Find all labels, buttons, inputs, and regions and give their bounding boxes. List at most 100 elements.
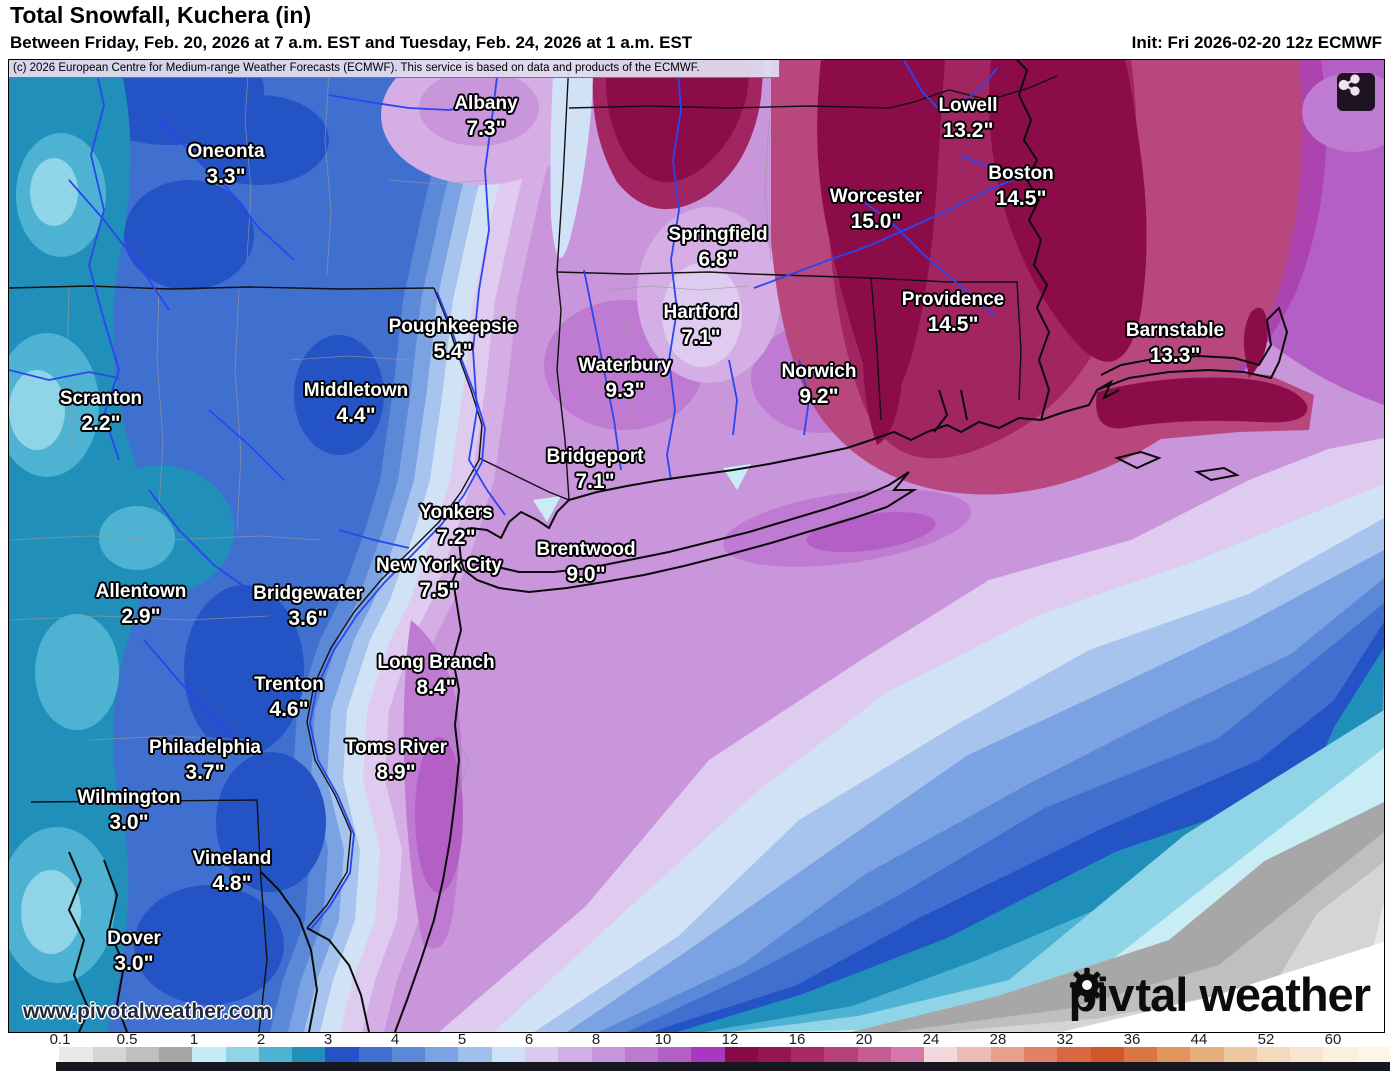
city-label-yonkers: Yonkers 7.2"	[419, 500, 493, 550]
city-label-bridgewater: Bridgewater 3.6"	[253, 581, 363, 631]
colorbar-tick: 1	[189, 1031, 199, 1048]
colorbar-tick: 28	[989, 1031, 1007, 1048]
city-snowfall-value: 14.5"	[927, 313, 979, 336]
colorbar-tick: 0.1	[49, 1031, 71, 1048]
city-label-middletown: Middletown 4.4"	[304, 378, 408, 428]
city-label-scranton: Scranton 2.2"	[60, 386, 142, 436]
city-snowfall-value: 2.9"	[121, 605, 161, 628]
city-snowfall-value: 13.3"	[1149, 344, 1201, 367]
city-name: Hartford	[663, 302, 739, 323]
colorbar-cell	[1123, 1047, 1158, 1062]
colorbar-cell	[1290, 1047, 1324, 1062]
colorbar-cell	[691, 1047, 725, 1062]
city-snowfall-value: 8.9"	[376, 761, 416, 784]
city-snowfall-value: 2.2"	[81, 412, 121, 435]
colorbar-tick: 52	[1257, 1031, 1275, 1048]
city-snowfall-value: 9.0"	[566, 563, 606, 586]
southeast-contour-bands	[439, 438, 1384, 1032]
county-lines	[9, 60, 772, 821]
city-name: Allentown	[95, 581, 187, 602]
city-name: Waterbury	[578, 355, 672, 376]
city-label-allentown: Allentown 2.9"	[96, 579, 187, 629]
colorbar-cell	[857, 1047, 891, 1062]
colorbar-cell	[26, 1047, 60, 1062]
colorbar-cell	[658, 1047, 692, 1062]
colorbar-tick: 12	[721, 1031, 739, 1048]
colorbar-cell	[524, 1047, 559, 1062]
pivotal-weather-logo: piv tal weather	[1069, 967, 1371, 1022]
coastline	[67, 60, 1289, 1032]
city-name: Long Branch	[377, 652, 495, 673]
header: Total Snowfall, Kuchera (in) Between Fri…	[0, 0, 1390, 59]
city-name: Bridgewater	[253, 583, 363, 604]
colorbar-tick: 6	[524, 1031, 534, 1048]
colorbar-cell	[791, 1047, 825, 1062]
colorbar-tick: 36	[1123, 1031, 1141, 1048]
city-snowfall-value: 3.7"	[185, 761, 225, 784]
colorbar-cell	[92, 1047, 126, 1062]
city-snowfall-value: 7.3"	[466, 117, 506, 140]
city-snowfall-value: 13.2"	[942, 119, 994, 142]
colorbar-cell	[1190, 1047, 1224, 1062]
city-snowfall-value: 9.2"	[799, 385, 839, 408]
city-name: Albany	[454, 93, 518, 114]
city-snowfall-value: 4.4"	[336, 404, 376, 427]
share-nodes-icon	[1338, 74, 1360, 96]
share-button[interactable]	[1337, 73, 1375, 111]
city-name: Brentwood	[536, 539, 636, 560]
city-snowfall-value: 3.3"	[206, 165, 246, 188]
colorbar-tick: 5	[457, 1031, 467, 1048]
rivers	[9, 60, 1025, 931]
colorbar-tick: 20	[855, 1031, 873, 1048]
colorbar-cell	[125, 1047, 160, 1062]
city-name: Yonkers	[419, 502, 493, 523]
colorbar-cell	[624, 1047, 659, 1062]
city-label-oneonta: Oneonta 3.3"	[187, 139, 264, 189]
city-name: Boston	[988, 163, 1054, 184]
city-name: Springfield	[668, 224, 768, 245]
city-name: Barnstable	[1125, 320, 1225, 341]
city-label-springfield: Springfield 6.8"	[668, 222, 767, 272]
city-snowfall-value: 7.1"	[681, 326, 721, 349]
city-name: New York City	[375, 555, 503, 576]
city-snowfall-value: 3.0"	[109, 811, 149, 834]
copyright-strip: (c) 2026 European Centre for Medium-rang…	[9, 60, 780, 78]
city-label-toms-river: Toms River 8.9"	[345, 735, 447, 785]
page-title: Total Snowfall, Kuchera (in)	[10, 2, 312, 28]
city-snowfall-value: 5.4"	[433, 340, 473, 363]
city-label-providence: Providence 14.5"	[902, 287, 1004, 337]
city-name: Dover	[107, 928, 161, 949]
colorbar-cell	[425, 1047, 459, 1062]
colorbar-cell	[1256, 1047, 1291, 1062]
city-snowfall-value: 4.8"	[212, 872, 252, 895]
city-label-wilmington: Wilmington 3.0"	[77, 785, 180, 835]
colorbar-cell	[1323, 1047, 1357, 1062]
contour-band	[1061, 942, 1384, 1032]
city-snowfall-value: 3.6"	[288, 607, 328, 630]
colorbar-cell	[292, 1047, 326, 1062]
logo-text-post: tal weather	[1135, 968, 1371, 1021]
colorbar-cell	[458, 1047, 492, 1062]
colorbar-cell	[391, 1047, 426, 1062]
colorbar-cell	[1356, 1047, 1390, 1062]
city-name: Worcester	[829, 186, 923, 207]
colorbar-tick: 4	[390, 1031, 400, 1048]
city-snowfall-value: 8.4"	[416, 676, 456, 699]
map-canvas	[9, 60, 1384, 1032]
colorbar-tick-labels: 0.1 0.5 1 2 3 4 5 6 8 10 12 16 20 24 28 32 36 44 52 60	[0, 1031, 1390, 1048]
city-name: Wilmington	[77, 787, 181, 808]
city-label-dover: Dover 3.0"	[107, 926, 161, 976]
city-snowfall-value: 7.5"	[419, 579, 459, 602]
city-snowfall-value: 7.2"	[436, 526, 476, 549]
colorbar-cell	[491, 1047, 525, 1062]
city-label-poughkeepsie: Poughkeepsie 5.4"	[389, 314, 518, 364]
watermark-url: www.pivotalweather.com	[23, 1000, 272, 1023]
colorbar-cell	[890, 1047, 925, 1062]
city-name: Poughkeepsie	[388, 316, 518, 337]
colorbar-cell	[358, 1047, 392, 1062]
city-name: Bridgeport	[546, 446, 644, 467]
city-name: Oneonta	[187, 141, 265, 162]
colorbar-tick: 44	[1190, 1031, 1208, 1048]
city-label-boston: Boston 14.5"	[988, 161, 1053, 211]
city-label-vineland: Vineland 4.8"	[193, 846, 272, 896]
